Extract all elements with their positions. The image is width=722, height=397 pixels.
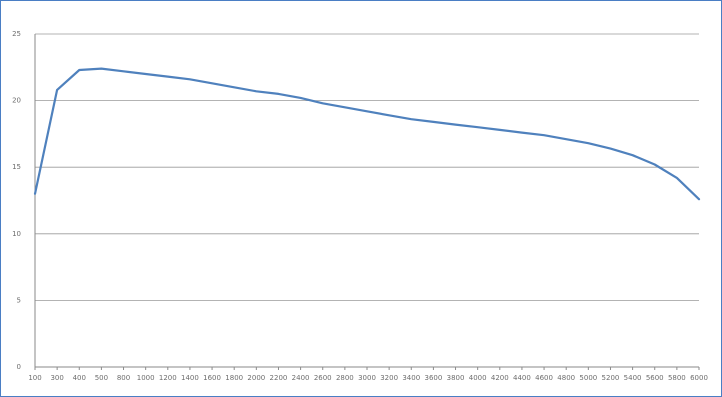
x-tick-label: 2400 — [292, 374, 310, 382]
x-tick-label: 5800 — [668, 374, 686, 382]
y-tick-label: 20 — [12, 97, 21, 105]
x-tick-label: 4800 — [557, 374, 575, 382]
x-tick-label: 1000 — [137, 374, 155, 382]
x-tick-label: 3600 — [424, 374, 442, 382]
x-tick-label: 1600 — [203, 374, 221, 382]
x-tick-label: 1800 — [225, 374, 243, 382]
x-tick-label: 3800 — [447, 374, 465, 382]
y-tick-label: 0 — [17, 363, 21, 371]
x-tick-label: 4000 — [469, 374, 487, 382]
x-tick-label: 5600 — [646, 374, 664, 382]
x-tick-label: 1400 — [181, 374, 199, 382]
x-tick-label: 100 — [28, 374, 41, 382]
x-tick-label: 1200 — [159, 374, 177, 382]
x-tick-label: 800 — [117, 374, 130, 382]
y-tick-label: 25 — [12, 30, 21, 38]
x-tick-label: 3000 — [358, 374, 376, 382]
y-tick-label: 5 — [17, 296, 21, 304]
x-tick-label: 5000 — [579, 374, 597, 382]
x-tick-label: 4200 — [491, 374, 509, 382]
x-tick-label: 2200 — [270, 374, 288, 382]
x-tick-label: 4400 — [513, 374, 531, 382]
x-tick-label: 2000 — [247, 374, 265, 382]
axes — [34, 34, 700, 370]
x-tick-label: 4600 — [535, 374, 553, 382]
y-tick-label: 15 — [12, 163, 21, 171]
x-tick-label: 3200 — [380, 374, 398, 382]
x-tick-label: 500 — [95, 374, 108, 382]
x-tick-label: 5400 — [624, 374, 642, 382]
x-tick-label: 400 — [73, 374, 86, 382]
gridlines — [35, 33, 699, 301]
x-tick-label: 2800 — [336, 374, 354, 382]
x-tick-label: 3400 — [402, 374, 420, 382]
y-tick-label: 10 — [12, 230, 21, 238]
x-tick-label: 6000 — [690, 374, 708, 382]
x-tick-label: 5200 — [602, 374, 620, 382]
series-layer — [33, 67, 701, 201]
x-tick-label: 2600 — [314, 374, 332, 382]
x-axis-tick-labels: 100 300 400 500 800 1000 1200 1400 1600 1800 2000 2… — [28, 374, 708, 382]
x-tick-label: 300 — [50, 374, 63, 382]
y-axis-tick-labels: 0 5 10 15 20 25 — [12, 30, 21, 371]
series-line-0 — [33, 67, 701, 201]
